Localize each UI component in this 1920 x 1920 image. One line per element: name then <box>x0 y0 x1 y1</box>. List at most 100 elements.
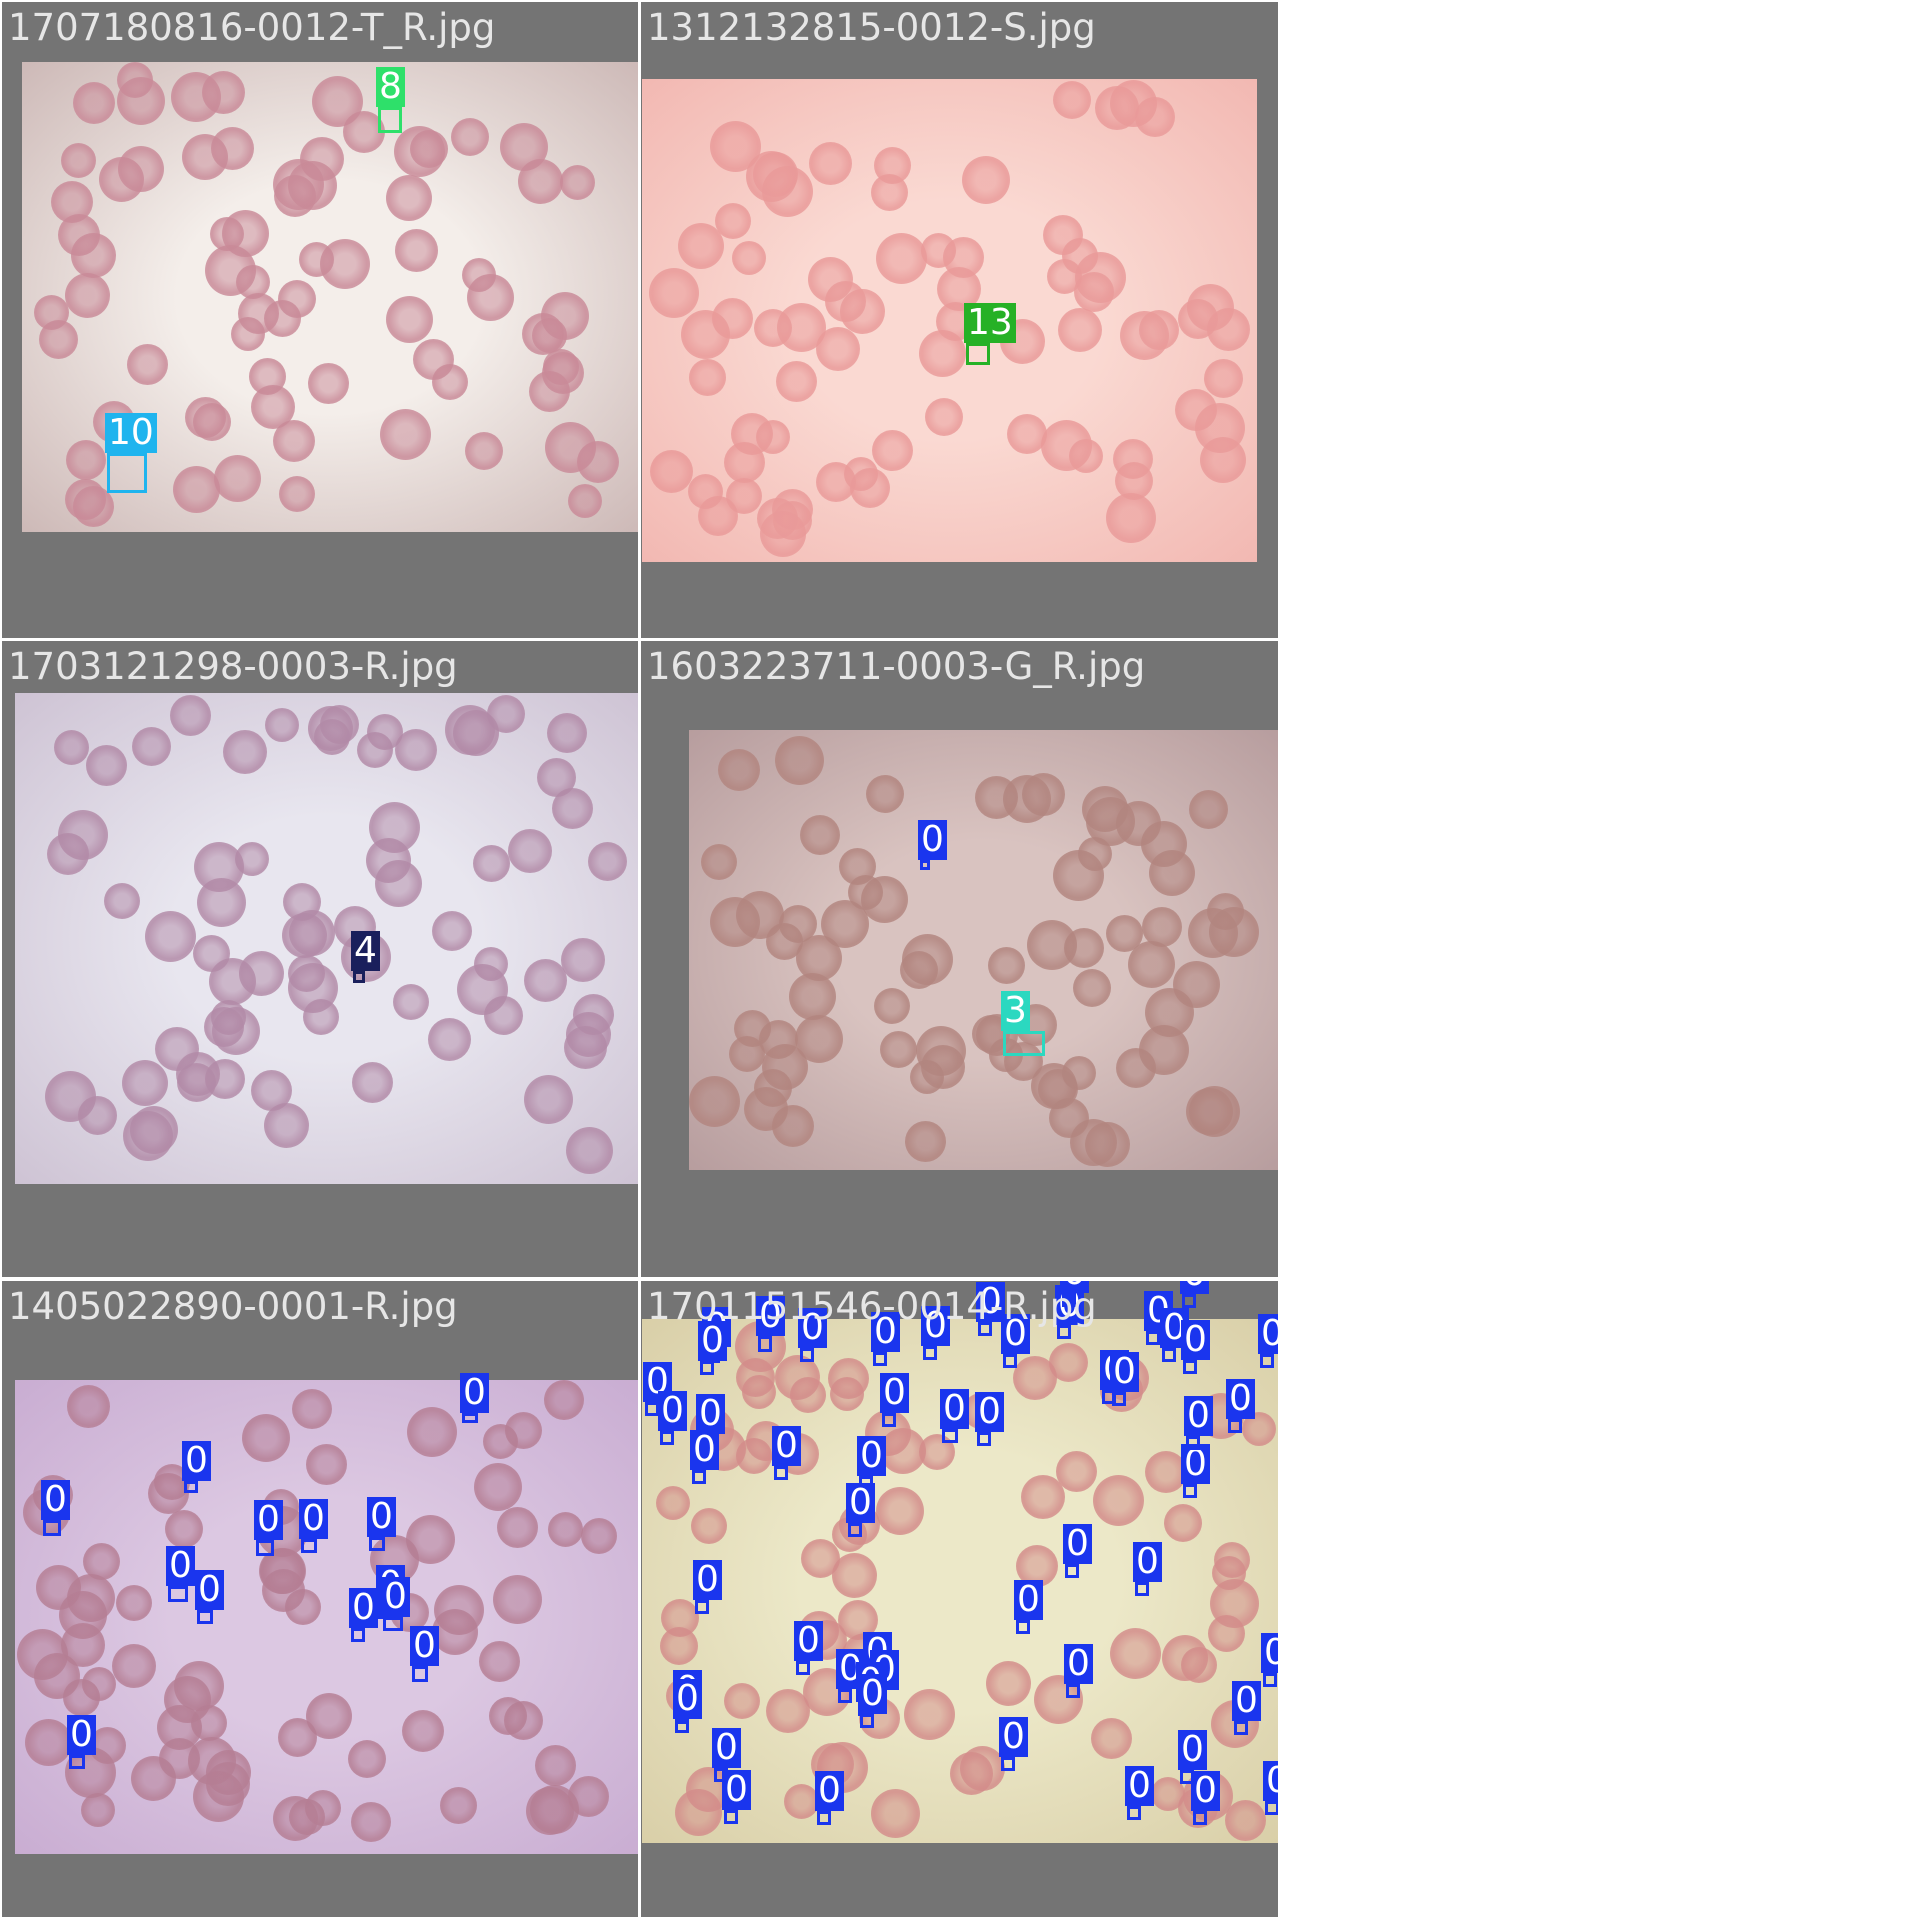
detection-box: 0 <box>815 1771 844 1825</box>
red-blood-cell <box>1208 1615 1245 1652</box>
red-blood-cell <box>1139 310 1179 350</box>
class-label: 0 <box>299 1499 328 1539</box>
red-blood-cell <box>132 727 171 766</box>
red-blood-cell <box>395 729 437 771</box>
red-blood-cell <box>386 296 433 343</box>
red-blood-cell <box>656 1486 690 1520</box>
detection-box: 0 <box>1160 1308 1189 1362</box>
red-blood-cell <box>86 745 127 786</box>
red-blood-cell <box>320 239 370 289</box>
red-blood-cell <box>675 1789 722 1836</box>
red-blood-cell <box>744 1087 788 1131</box>
red-blood-cell <box>874 988 910 1024</box>
class-label: 0 <box>846 1483 875 1523</box>
red-blood-cell <box>54 730 89 765</box>
red-blood-cell <box>732 241 766 275</box>
red-blood-cell <box>776 361 817 402</box>
red-blood-cell <box>1007 414 1047 454</box>
red-blood-cell <box>197 878 246 927</box>
red-blood-cell <box>736 1438 772 1474</box>
class-label: 0 <box>722 1770 751 1810</box>
class-label: 0 <box>67 1715 96 1755</box>
class-label: 0 <box>858 1674 887 1714</box>
bounding-box <box>1162 1348 1176 1362</box>
red-blood-cell <box>535 1745 576 1786</box>
red-blood-cell <box>1049 1098 1089 1138</box>
red-blood-cell <box>238 293 279 334</box>
red-blood-cell <box>264 1103 309 1148</box>
red-blood-cell <box>577 441 619 483</box>
red-blood-cell <box>832 1553 877 1598</box>
red-blood-cell <box>508 829 552 873</box>
red-blood-cell <box>1128 941 1175 988</box>
red-blood-cell <box>351 1802 391 1842</box>
red-blood-cell <box>274 175 316 217</box>
red-blood-cell <box>500 123 548 171</box>
red-blood-cell <box>1091 1718 1132 1759</box>
red-blood-cell <box>440 1787 477 1824</box>
red-blood-cell <box>505 1412 542 1449</box>
class-label: 0 <box>1261 1633 1278 1673</box>
class-label: 0 <box>712 1728 741 1768</box>
image-filename: 1701151546-0014-R.jpg <box>647 1285 1097 1328</box>
detection-box: 0 <box>1125 1766 1154 1820</box>
bounding-box <box>378 107 402 133</box>
red-blood-cell <box>1173 961 1220 1008</box>
red-blood-cell <box>65 479 106 520</box>
blood-smear-photo <box>22 62 638 532</box>
detection-box: 0 <box>182 1441 211 1493</box>
detection-box: 0 <box>756 1296 785 1352</box>
detection-box: 0 <box>349 1588 378 1642</box>
red-blood-cell <box>904 1689 955 1740</box>
red-blood-cell <box>193 935 230 972</box>
red-blood-cell <box>715 203 751 239</box>
red-blood-cell <box>759 1020 798 1059</box>
bounding-box <box>383 1617 403 1631</box>
bounding-box <box>660 1431 674 1445</box>
bounding-box <box>800 1348 814 1362</box>
red-blood-cell <box>63 1679 100 1716</box>
bounding-box <box>873 1352 887 1366</box>
bounding-box <box>1066 1684 1080 1698</box>
class-label: 0 <box>1063 1524 1092 1564</box>
class-label: 0 <box>1180 1281 1209 1294</box>
detection-box: 0 <box>921 1306 950 1360</box>
bounding-box <box>107 453 147 493</box>
class-label: 10 <box>105 413 157 453</box>
red-blood-cell <box>112 1644 156 1688</box>
red-blood-cell <box>766 923 803 960</box>
red-blood-cell <box>288 955 325 992</box>
red-blood-cell <box>1027 920 1077 970</box>
detection-box: 0 <box>254 1500 283 1556</box>
red-blood-cell <box>754 309 792 347</box>
detection-box: 0 <box>1258 1314 1278 1368</box>
detection-box: 0 <box>696 1394 725 1448</box>
red-blood-cell <box>289 1799 325 1835</box>
red-blood-cell <box>1041 420 1092 471</box>
red-blood-cell <box>548 1512 583 1547</box>
bounding-box <box>1193 1811 1207 1825</box>
bounding-box <box>942 1429 958 1443</box>
detection-box: 0 <box>798 1308 827 1362</box>
red-blood-cell <box>830 1377 864 1411</box>
detection-box: 0 <box>1064 1644 1093 1698</box>
class-label: 0 <box>976 1282 1005 1322</box>
red-blood-cell <box>497 1507 538 1548</box>
red-blood-cell <box>386 175 432 221</box>
red-blood-cell <box>726 478 762 514</box>
detection-box: 0 <box>410 1626 439 1682</box>
red-blood-cell <box>839 848 876 885</box>
class-label: 0 <box>381 1577 410 1617</box>
detection-box: 8 <box>376 67 405 133</box>
red-blood-cell <box>493 1575 542 1624</box>
red-blood-cell <box>1189 790 1228 829</box>
class-label: 0 <box>698 1321 727 1361</box>
red-blood-cell <box>265 708 299 742</box>
red-blood-cell <box>223 730 267 774</box>
class-label: 0 <box>756 1296 785 1336</box>
image-tile: 1707180816-0012-T_R.jpg 8 10 <box>2 2 638 638</box>
red-blood-cell <box>544 1380 584 1420</box>
red-blood-cell <box>173 466 220 513</box>
class-label: 4 <box>351 931 380 971</box>
